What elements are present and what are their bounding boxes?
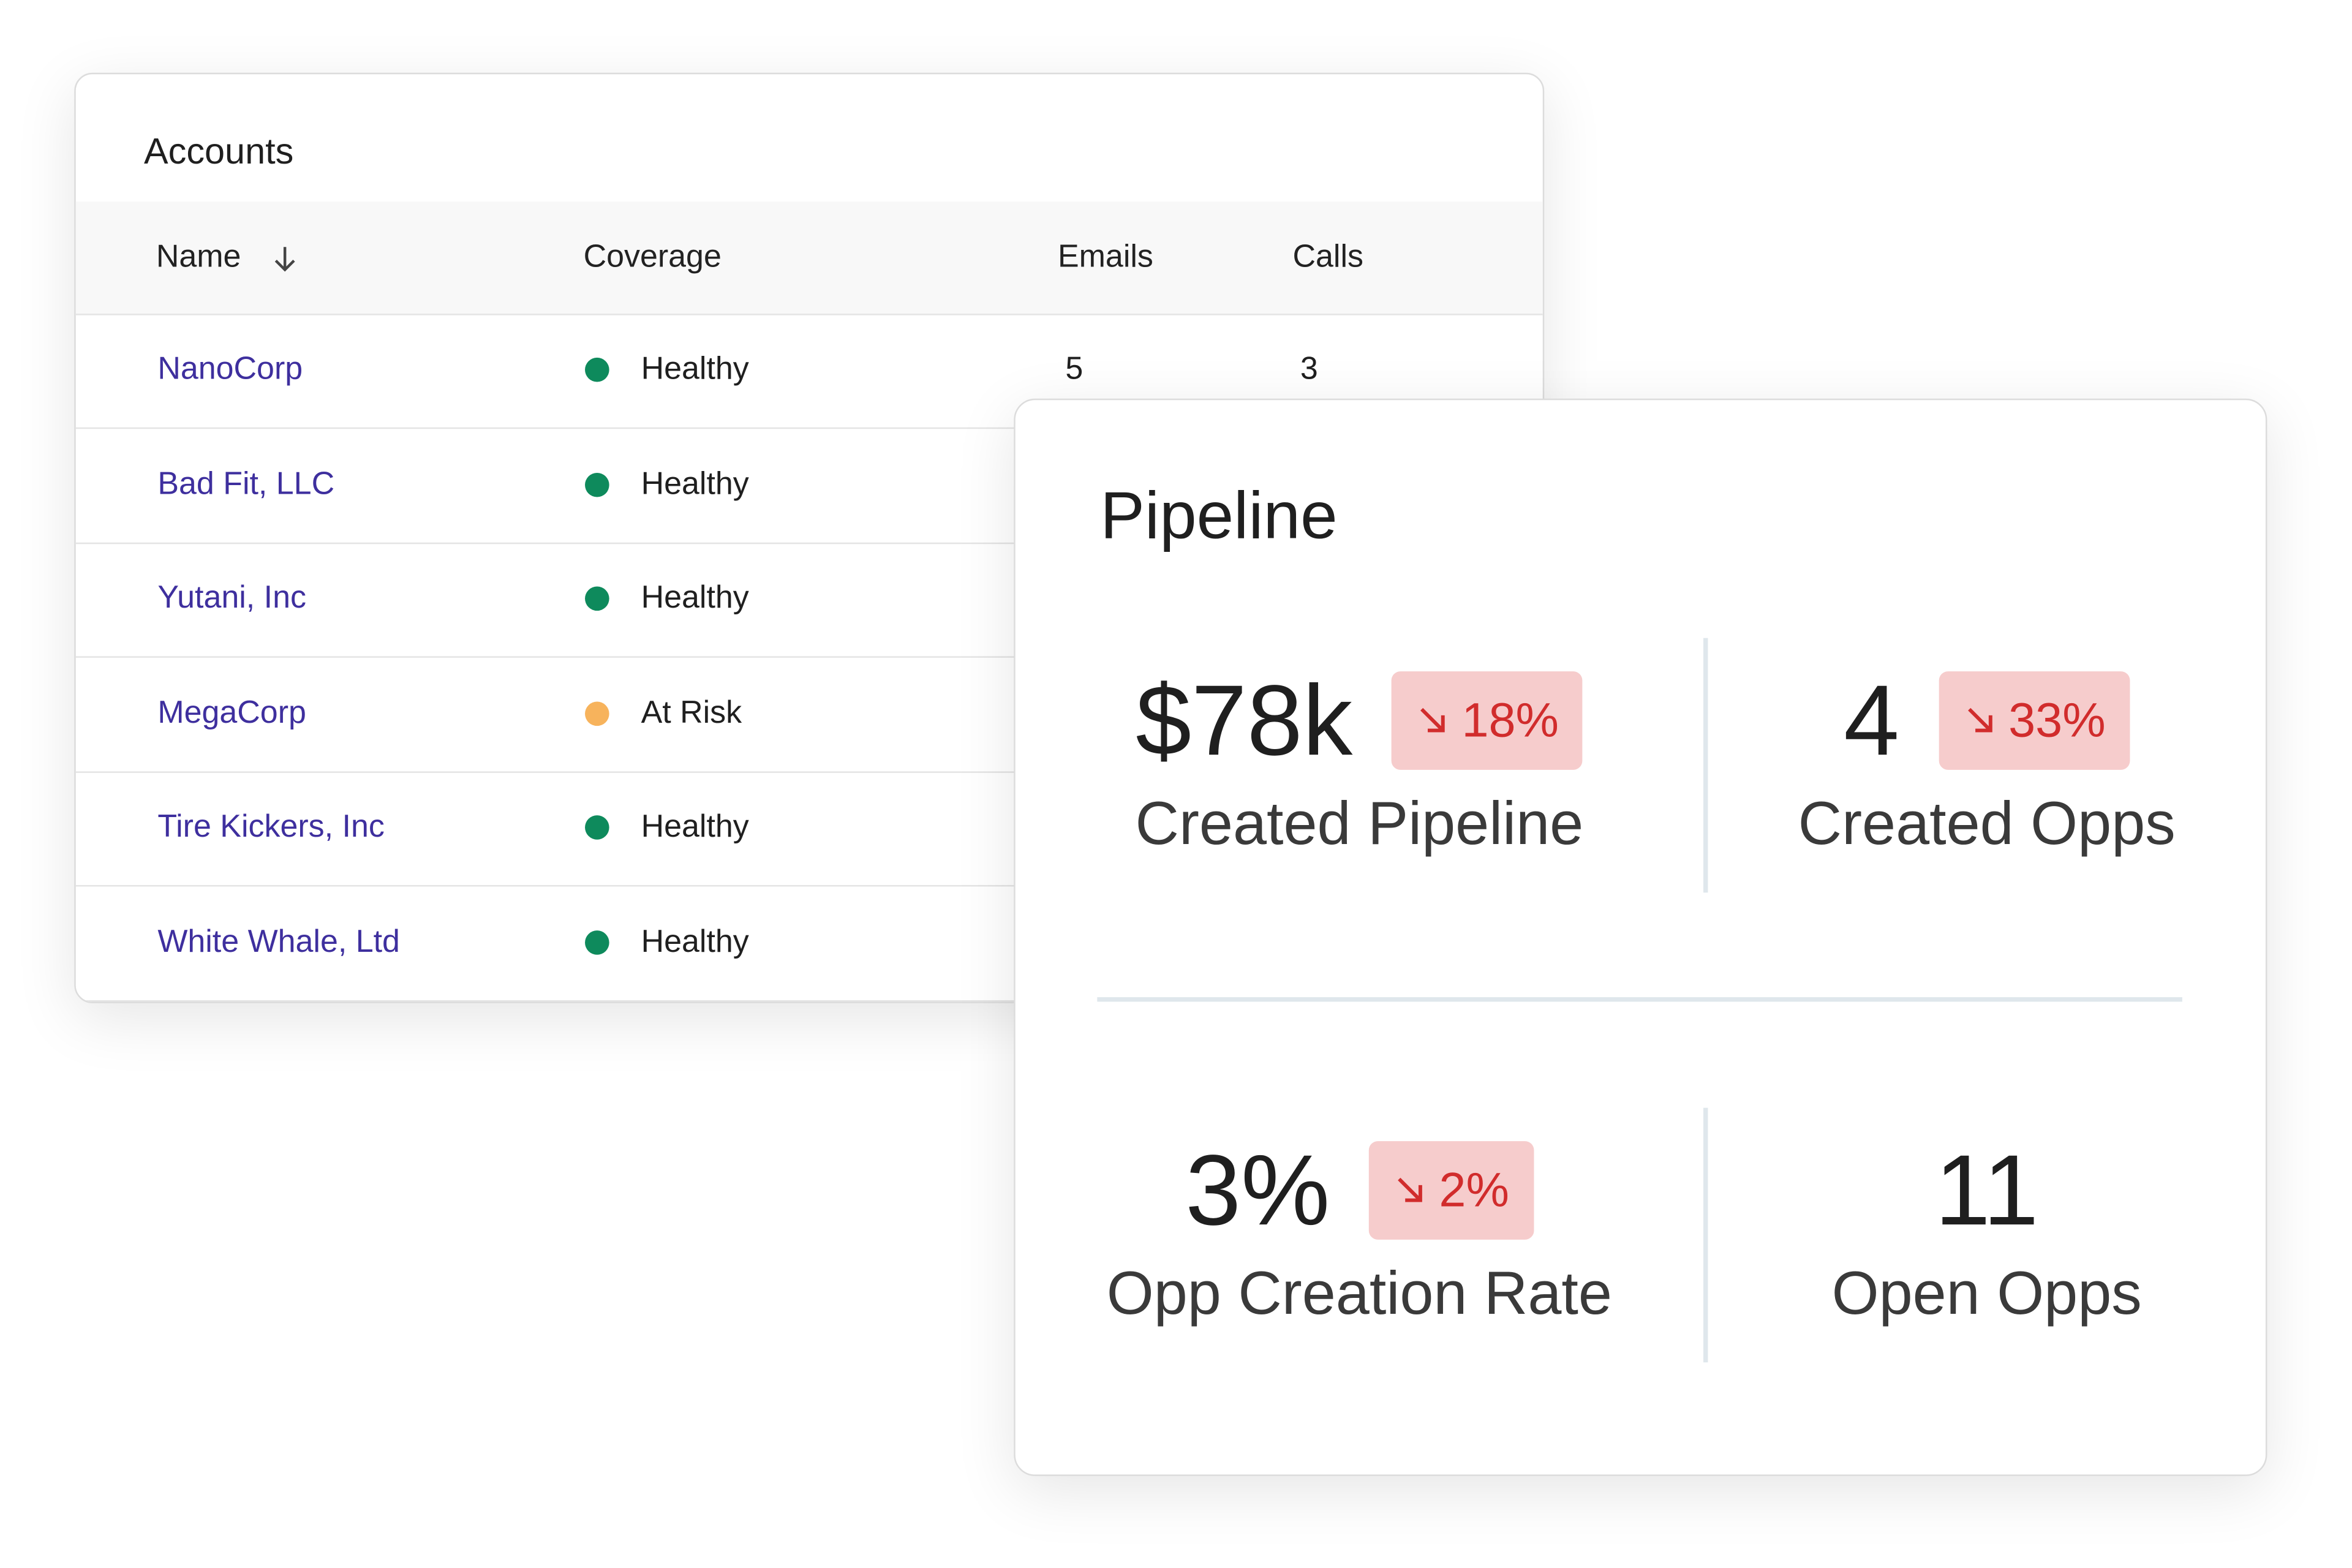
status-dot [585, 701, 609, 725]
change-badge: 33% [1939, 670, 2130, 769]
metric-label: Created Opps [1798, 791, 2176, 858]
down-arrow [1398, 1177, 1423, 1202]
table-row[interactable]: NanoCorp Healthy 5 3 [75, 314, 1543, 429]
metric-value: $78k [1136, 663, 1353, 776]
column-header[interactable]: Coverage [583, 239, 722, 274]
table-row[interactable]: White Whale, Ltd Healthy [75, 886, 1543, 1001]
metric-top: $78k 18% [1136, 664, 1583, 776]
status-dot [585, 472, 609, 497]
metric-top: 11 [1935, 1134, 2039, 1246]
status-dot [585, 586, 609, 611]
metric-top: 3% 2% [1185, 1134, 1534, 1246]
change-value: 2% [1439, 1161, 1509, 1216]
metric-value: 11 [1934, 1133, 2039, 1246]
metric-value: 4 [1844, 663, 1899, 776]
card-title: Pipeline [1100, 478, 1338, 554]
change-value: 18% [1461, 692, 1559, 747]
sort-arrow[interactable] [270, 244, 300, 274]
coverage: Healthy [641, 580, 749, 616]
status-dot [585, 815, 609, 840]
table-row[interactable]: Yutani, Inc Healthy [75, 543, 1543, 658]
pipeline-card: Pipeline $78k 18% Created Pipeline 4 33% Crea… [1014, 398, 2267, 1476]
coverage: Healthy [641, 809, 749, 845]
change-badge: 18% [1392, 670, 1583, 769]
card-title: Accounts [144, 132, 294, 173]
coverage: Healthy [641, 352, 749, 386]
change-value: 33% [2008, 692, 2106, 747]
column-header[interactable]: Name [156, 239, 241, 274]
account-name[interactable]: Yutani, Inc [157, 580, 306, 616]
account-name[interactable]: Tire Kickers, Inc [157, 809, 385, 845]
account-name[interactable]: NanoCorp [157, 352, 303, 386]
metric: 11 Open Opps [1831, 1134, 2142, 1329]
metric: $78k 18% Created Pipeline [1135, 664, 1584, 859]
metric: 4 33% Created Opps [1798, 664, 2176, 859]
down-arrow [1967, 707, 1992, 733]
metric-label: Opp Creation Rate [1106, 1261, 1612, 1328]
down-arrow [1421, 707, 1446, 733]
divider [1703, 638, 1708, 893]
status-dot [585, 929, 609, 954]
coverage: At Risk [641, 695, 742, 730]
column-header[interactable]: Calls [1292, 239, 1364, 274]
table-row[interactable]: MegaCorp At Risk [75, 657, 1543, 772]
divider [1703, 1107, 1708, 1363]
table-header: Name Coverage Emails Calls [75, 202, 1543, 315]
divider [1097, 997, 2182, 1002]
calls: 3 [1300, 352, 1318, 386]
metric-label: Open Opps [1831, 1261, 2142, 1328]
emails: 5 [1065, 352, 1084, 386]
coverage: Healthy [641, 924, 749, 959]
account-name[interactable]: Bad Fit, LLC [157, 466, 335, 501]
column-header[interactable]: Emails [1057, 239, 1153, 274]
coverage: Healthy [641, 466, 749, 501]
metric: 3% 2% Opp Creation Rate [1106, 1134, 1612, 1329]
account-name[interactable]: MegaCorp [157, 695, 306, 730]
metric-label: Created Pipeline [1135, 791, 1584, 858]
table-row[interactable]: Tire Kickers, Inc Healthy [75, 771, 1543, 887]
change-badge: 2% [1369, 1140, 1534, 1239]
table-row[interactable]: Bad Fit, LLC Healthy [75, 428, 1543, 544]
account-name[interactable]: White Whale, Ltd [157, 924, 400, 959]
metric-value: 3% [1185, 1133, 1330, 1246]
status-dot [585, 357, 609, 382]
metric-top: 4 33% [1844, 664, 2130, 776]
